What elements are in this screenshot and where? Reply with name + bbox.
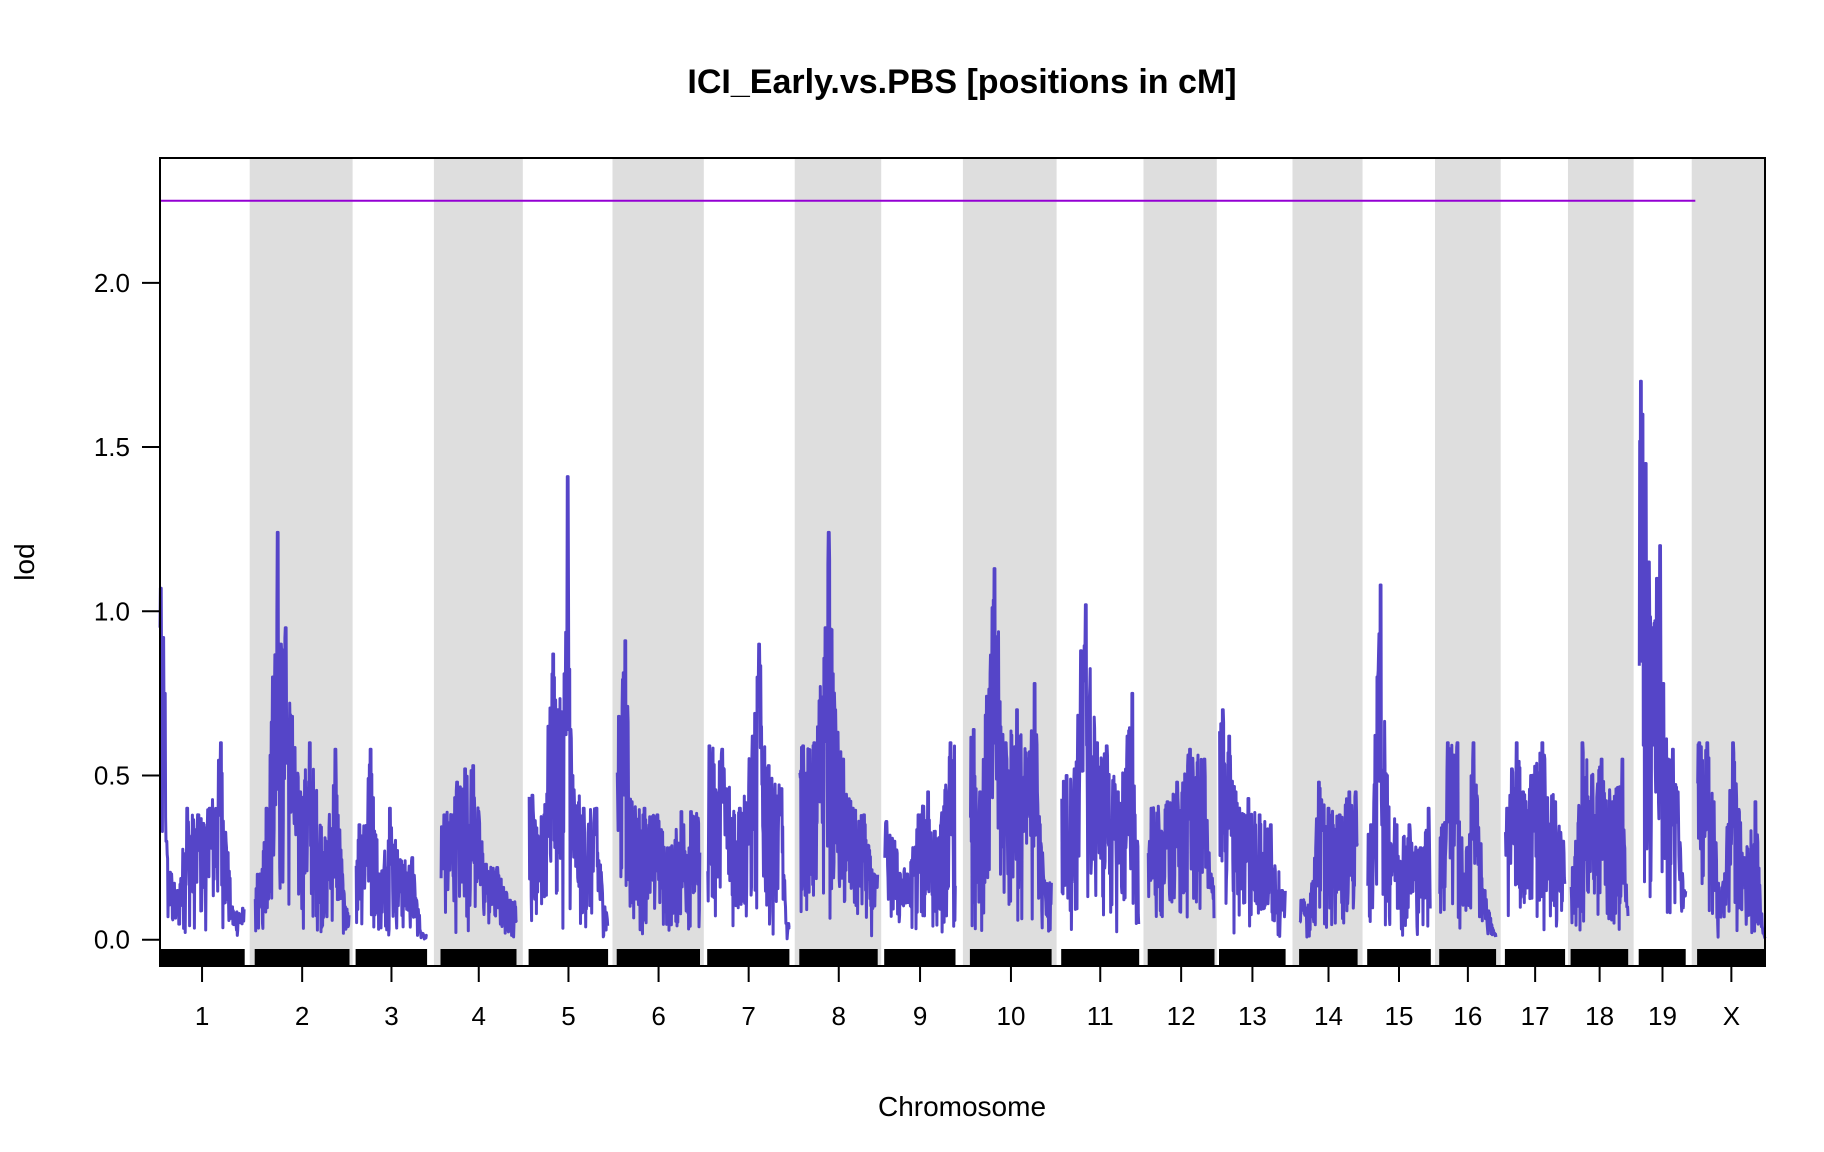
lod-curve-chr-2 (253, 530, 351, 935)
marker-ticks-chr-15 (1367, 949, 1431, 966)
marker-ticks-chr-8 (799, 949, 878, 966)
lod-curve-chr-19 (1637, 379, 1688, 915)
x-tick-label-10: 10 (996, 1001, 1025, 1031)
marker-ticks-chr-2 (254, 949, 350, 966)
lod-curve-chr-4 (439, 764, 518, 939)
marker-ticks-chr-9 (884, 949, 956, 966)
x-tick-label-8: 8 (832, 1001, 846, 1031)
marker-ticks-chr-4 (440, 949, 517, 966)
y-axis-label: lod (9, 543, 40, 580)
lod-curve-chr-15 (1366, 583, 1432, 937)
x-tick-label-11: 11 (1087, 1001, 1114, 1031)
marker-ticks-chr-5 (528, 949, 609, 966)
marker-ticks-chr-19 (1638, 949, 1686, 966)
marker-ticks-chr-16 (1439, 949, 1497, 966)
x-tick-label-16: 16 (1453, 1001, 1482, 1031)
x-axis-label: Chromosome (878, 1091, 1046, 1122)
marker-ticks-chr-14 (1299, 949, 1358, 966)
y-tick-label-4: 2.0 (94, 268, 130, 298)
x-tick-label-9: 9 (913, 1001, 927, 1031)
x-tick-label-13: 13 (1238, 1001, 1267, 1031)
marker-ticks-chr-11 (1061, 949, 1140, 966)
x-tick-label-5: 5 (561, 1001, 575, 1031)
marker-ticks-chr-18 (1570, 949, 1629, 966)
lod-curve-chr-X (1696, 741, 1767, 939)
x-tick-label-7: 7 (741, 1001, 755, 1031)
lod-series (158, 379, 1767, 941)
lod-curve-chr-3 (354, 747, 428, 941)
lod-curve-chr-17 (1504, 741, 1567, 932)
x-tick-label-12: 12 (1167, 1001, 1196, 1031)
x-tick-label-X: X (1723, 1001, 1740, 1031)
x-tick-label-4: 4 (472, 1001, 486, 1031)
y-tick-label-1: 0.5 (94, 760, 130, 790)
lod-curve-chr-5 (527, 475, 610, 939)
marker-ticks-chr-12 (1147, 949, 1215, 966)
x-tick-label-1: 1 (195, 1001, 209, 1031)
marker-rug (159, 949, 1765, 966)
x-axis: 1 2 3 4 5 6 7 8 9 10 11 12 13 14 15 16 17 18 19 X (195, 966, 1740, 1031)
lod-curve-chr-16 (1438, 741, 1498, 938)
x-tick-label-17: 17 (1521, 1001, 1550, 1031)
marker-ticks-chr-13 (1219, 949, 1286, 966)
lod-curve-chr-18 (1569, 741, 1630, 932)
marker-ticks-chr-10 (969, 949, 1052, 966)
marker-ticks-chr-7 (707, 949, 790, 966)
x-tick-label-14: 14 (1314, 1001, 1343, 1031)
lod-curve-chr-8 (798, 530, 880, 938)
x-tick-label-3: 3 (384, 1001, 398, 1031)
marker-ticks-chr-1 (159, 949, 245, 966)
x-tick-label-18: 18 (1585, 1001, 1614, 1031)
lod-curve-chr-6 (615, 639, 702, 936)
chart-title: ICI_Early.vs.PBS [positions in cM] (687, 63, 1236, 101)
x-tick-label-15: 15 (1385, 1001, 1414, 1031)
marker-ticks-chr-6 (616, 949, 700, 966)
marker-ticks-chr-17 (1504, 949, 1566, 966)
x-tick-label-2: 2 (295, 1001, 309, 1031)
lod-curve-chr-12 (1146, 747, 1216, 919)
lod-curve-chr-7 (706, 642, 791, 941)
lod-curve-chr-9 (883, 741, 957, 934)
y-tick-label-2: 1.0 (94, 596, 130, 626)
x-tick-label-6: 6 (651, 1001, 665, 1031)
marker-ticks-chr-3 (355, 949, 428, 966)
y-tick-label-3: 1.5 (94, 432, 130, 462)
lod-curve-chr-1 (158, 586, 246, 937)
x-tick-label-19: 19 (1648, 1001, 1677, 1031)
marker-ticks-chr-X (1697, 949, 1765, 966)
lod-curve-chr-14 (1298, 780, 1359, 939)
y-tick-label-0: 0.0 (94, 925, 130, 955)
lod-curve-chr-13 (1218, 708, 1287, 938)
y-axis: 0.0 0.5 1.0 1.5 2.0 (94, 268, 160, 955)
plot-frame (159, 157, 1766, 967)
lod-curve-chr-10 (969, 567, 1053, 933)
lod-curve-chr-11 (1060, 603, 1141, 934)
